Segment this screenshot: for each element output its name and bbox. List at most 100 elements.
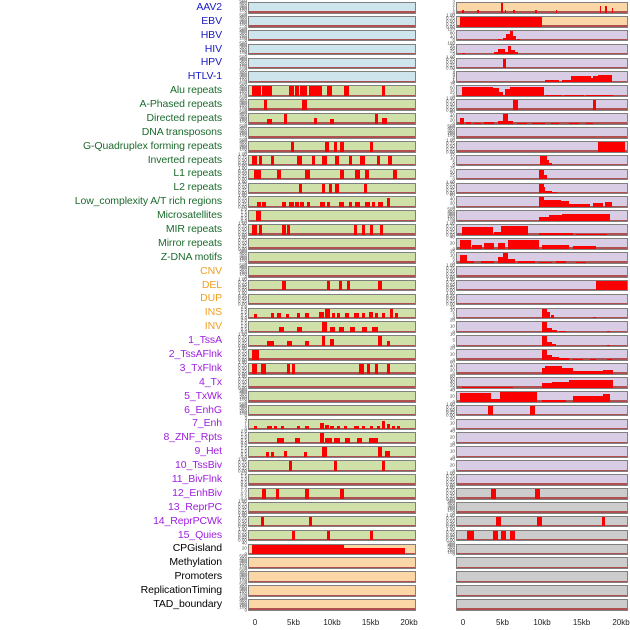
axis-tick-label: 300 [239, 86, 247, 92]
track-plot [456, 488, 628, 500]
baseline [457, 136, 627, 138]
axis-tick-label: 2 [452, 2, 455, 8]
data-bar [462, 86, 493, 96]
data-bar [265, 452, 269, 458]
axis-tick-label: 1.00 [446, 54, 455, 60]
axis-tick-label: 4 [452, 70, 455, 76]
axis-tick-label: 20 [449, 462, 455, 468]
axis-tick-label: 100 [239, 77, 247, 83]
data-bar [263, 100, 268, 110]
axis-tick-label: 1.00 [446, 179, 455, 185]
track-plot [248, 154, 416, 167]
data-bar [252, 86, 261, 96]
baseline [457, 580, 627, 583]
data-bar [550, 191, 558, 194]
axis-tick-label: 200 [239, 269, 247, 275]
axis-tick-label: 2.0 [240, 207, 247, 212]
axis-tick-label: 500 [447, 498, 455, 504]
data-bar [543, 199, 561, 208]
data-bar [257, 201, 261, 208]
track-label-9-het: 9_Het [194, 445, 222, 458]
axis-tick-label: 0.50 [238, 198, 247, 204]
data-bar [545, 94, 563, 96]
y-axis: 40 20 0 [432, 430, 456, 446]
x-axis-left: 0 5kb 10kb 15kb 20kb [248, 616, 418, 630]
data-bar [509, 86, 544, 96]
baseline [249, 511, 415, 513]
axis-tick-label: 400 [447, 500, 455, 506]
axis-tick-label: 500 [239, 26, 247, 32]
baseline [249, 441, 415, 444]
track-row: 1.00 0.75 0.50 0.25 0.00 [224, 180, 416, 196]
axis-tick-label: 300 [239, 17, 247, 23]
data-bar [258, 155, 263, 166]
axis-tick-label: 300 [239, 586, 247, 592]
track-plot [456, 293, 628, 306]
axis-tick-label: 1.5 [240, 432, 247, 438]
data-bar [297, 425, 301, 430]
track-plot [456, 2, 628, 14]
track-row: 2.0 1.5 1.0 0.5 0.0 [224, 443, 416, 459]
track-plot [248, 43, 416, 56]
data-bar [376, 155, 381, 166]
data-bar [303, 86, 308, 96]
axis-tick-label: 1.00 [238, 373, 247, 379]
track-plot [456, 418, 628, 431]
track-plot [456, 238, 628, 250]
track-label-htlv-1: HTLV-1 [187, 70, 222, 83]
y-axis: 1.00 0.75 0.50 0.25 0.00 [432, 179, 456, 196]
track-plot [248, 390, 416, 403]
axis-tick-label: 75 [449, 82, 455, 88]
track-label-mirror-repeats: Mirror repeats [158, 236, 222, 249]
data-bar [340, 489, 344, 499]
track-plot [248, 265, 416, 278]
axis-tick-label: 0.0 [240, 315, 247, 321]
track-row: 2.0 1.5 1.0 0.5 0.0 [224, 305, 416, 321]
track-label-12-enhbiv: 12_EnhBiv [172, 486, 222, 499]
x-axis-tick-label: 10kb [323, 618, 341, 627]
data-bar [370, 141, 374, 152]
axis-tick-label: 1.5 [240, 320, 247, 326]
axis-tick-label: 1.00 [238, 345, 247, 351]
x-axis-tick-label: 0 [252, 618, 258, 627]
data-bar [593, 76, 599, 83]
data-bar [593, 203, 604, 208]
data-bar [285, 313, 289, 319]
data-bar [542, 350, 548, 360]
data-bar [502, 58, 507, 69]
data-bar [547, 327, 553, 333]
track-plot [456, 501, 628, 514]
axis-tick-label: 0.00 [238, 357, 247, 363]
data-bar [599, 5, 602, 13]
track-label-g-quadruplex-forming-repeats: G-Quadruplex forming repeats [82, 139, 222, 152]
axis-tick-label: 500 [239, 12, 247, 18]
data-bar [361, 327, 367, 333]
data-bar [322, 155, 327, 166]
track-row: 1.00 0.75 0.50 0.25 0.00 [224, 193, 416, 209]
track-row: 1.00 0.75 0.50 0.25 0.00 [224, 332, 416, 348]
axis-tick-label: 0.75 [446, 140, 455, 146]
track-plot [456, 390, 628, 403]
axis-tick-label: 400 [239, 556, 247, 562]
data-bar [365, 169, 369, 180]
axis-tick-label: 0 [244, 607, 247, 613]
data-bar [542, 53, 548, 55]
baseline [249, 275, 415, 277]
data-bar [547, 312, 551, 319]
y-axis: 1.00 0.75 0.50 0.25 0.00 [224, 291, 248, 307]
axis-tick-label: 0 [244, 413, 247, 419]
axis-tick-label: 100 [239, 577, 247, 583]
baseline [249, 39, 415, 41]
axis-tick-label: 0 [244, 65, 247, 71]
data-bar [283, 114, 288, 124]
track-row: 1.00 0.75 0.50 0.25 0.00 [432, 513, 628, 529]
data-bar [340, 169, 344, 180]
axis-tick-label: 0.00 [446, 232, 455, 238]
track-row: 40 20 0 [224, 541, 416, 557]
data-bar [501, 95, 505, 96]
axis-tick-label: 300 [239, 392, 247, 398]
y-axis: 1.00 0.75 0.50 0.25 0.00 [224, 527, 248, 543]
baseline [457, 566, 627, 569]
axis-tick-label: 1.5 [240, 484, 247, 490]
data-bar [253, 169, 261, 180]
